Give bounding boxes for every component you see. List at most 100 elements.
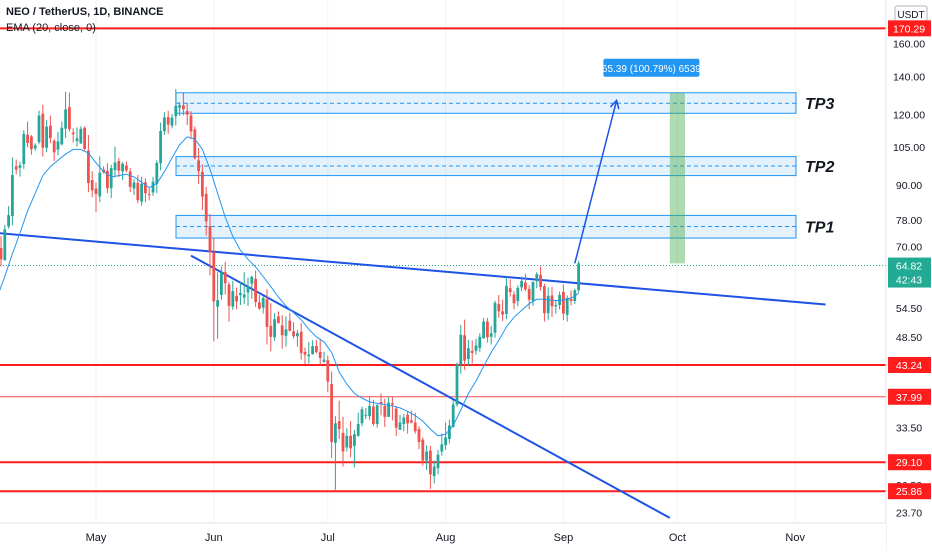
candle-body [30,136,33,150]
candle-body [565,297,569,315]
candle-body [372,406,375,425]
candle-body [516,287,520,302]
candle-body [265,299,269,327]
candle-body [524,282,527,290]
candle-body [87,150,90,184]
candle-body [546,295,550,314]
candle-body [375,405,379,425]
candle-body [360,409,364,424]
candle-body [577,263,580,291]
time-tick-label: Jul [321,532,335,544]
candle-body [174,105,178,117]
level-price-tag [888,20,931,37]
time-tick-label: Sep [554,532,574,544]
indicator-legend[interactable]: EMA (20, close, 0) [6,22,96,34]
candle-body [413,422,417,432]
candle-body [231,291,235,307]
candle-body [18,165,22,168]
trendlines-layer[interactable] [0,232,826,519]
candle-body [391,403,394,405]
level-price-tag-label: 43.24 [896,360,922,372]
symbol-title[interactable]: NEO / TetherUS, 1D, BINANCE [6,6,164,18]
candle-body [41,113,45,148]
candle-body [11,175,14,217]
price-tick-label: 120.00 [893,109,925,121]
candle-body [436,454,440,469]
candle-body [330,384,333,442]
price-tick-label: 140.00 [893,71,925,83]
price-tick-label: 90.00 [896,180,922,192]
trendline-descending-resistance-lower[interactable] [190,254,671,519]
trendline-descending-resistance-upper[interactable] [0,232,826,306]
candle-body [326,360,330,382]
candle-body [208,226,212,253]
level-price-tag [888,356,931,373]
candle-body [288,320,292,331]
candle-body [239,292,242,295]
candle-body [178,105,181,108]
level-price-tag-label: 37.99 [896,392,922,404]
candle-body [349,435,352,449]
candle-body [394,408,398,428]
candle-body [284,329,288,336]
candle-body [505,285,508,315]
candle-body [151,181,155,193]
candle-body [554,305,558,307]
ema-20-line [0,136,579,437]
candle-body [558,294,561,306]
time-axis-bg [0,523,886,550]
price-tick-label: 70.00 [896,242,922,254]
price-tick-label: 23.70 [896,508,922,520]
candle-body [3,229,7,261]
candle-body [364,414,368,416]
candle-body [26,134,29,143]
candle-body [440,444,444,452]
candle-body [7,215,10,227]
price-tick-label: 54.50 [896,303,922,315]
level-price-tag [888,388,931,405]
candle-body [212,252,216,302]
candle-body [185,111,189,115]
candle-body [448,425,451,439]
candle-body [356,424,360,436]
candle-body [64,109,67,129]
candle-body [307,354,311,357]
candle-body [113,162,117,171]
target-label-tp3: TP3 [805,96,834,113]
candle-body [242,294,246,298]
price-tick-label: 78.00 [896,215,922,227]
time-tick-label: Jun [205,532,223,544]
candle-body [277,316,280,323]
candle-body [322,359,326,362]
level-price-tag-label: 170.29 [893,23,925,35]
candle-body [296,333,299,337]
candle-body [444,437,447,446]
time-tick-label: May [86,532,107,544]
price-axis[interactable]: USDT 160.00 140.00 120.00 105.00 90.00 78.00 70… [885,0,932,550]
candle-body [459,334,463,365]
candle-body [45,126,48,148]
candle-body [68,107,71,130]
candle-body [467,348,470,360]
candle-body [280,325,284,336]
price-tick-label: 33.50 [896,423,922,435]
candle-body [353,434,356,446]
candle-body [163,117,166,132]
time-tick-label: Nov [785,532,805,544]
level-price-tag-label: 29.10 [896,457,922,469]
candle-body [56,141,60,150]
candle-body [37,115,41,143]
candle-body [303,351,307,355]
candle-body [140,183,143,202]
candle-body [254,278,257,302]
candle-body [520,280,523,288]
candle-body [75,138,79,142]
candle-body [189,115,193,132]
candle-body [417,429,421,442]
candle-body [539,274,542,287]
candle-body [345,435,349,448]
time-axis[interactable]: May Jun Jul Aug Sep Oct Nov [0,522,886,550]
candle-body [235,295,238,302]
